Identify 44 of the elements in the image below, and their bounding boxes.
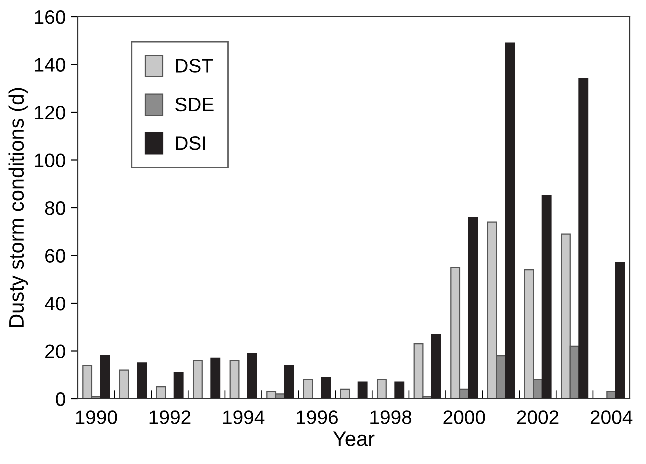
bar: [303, 379, 314, 399]
bar: [340, 388, 350, 399]
legend-label: DST: [176, 59, 214, 73]
bar: [156, 386, 166, 399]
bar: [358, 382, 368, 399]
bar: [468, 216, 478, 399]
bar: [505, 42, 516, 399]
bar: [247, 353, 258, 399]
bar: [137, 362, 148, 399]
y-tick-label: 120: [35, 106, 66, 120]
legend-label: DSI: [176, 136, 206, 150]
bar: [230, 360, 240, 399]
x-axis-title: Year: [333, 432, 375, 446]
x-tick-label: 1992: [150, 410, 191, 424]
x-tick-label: 1996: [297, 410, 338, 424]
bar: [615, 262, 626, 399]
x-tick-label: 2002: [517, 410, 559, 424]
x-tick-label: 2000: [444, 410, 486, 424]
y-tick-label: 100: [35, 154, 66, 168]
bar: [119, 370, 130, 399]
x-tick-label: 1994: [223, 410, 265, 424]
bar: [376, 379, 387, 399]
bar: [284, 365, 294, 399]
y-tick-label: 80: [45, 201, 66, 216]
bar: [210, 358, 221, 399]
y-tick-label: 40: [45, 296, 66, 311]
bar: [394, 382, 405, 399]
bar: [542, 196, 552, 399]
x-tick-label: 1990: [76, 410, 118, 424]
bar: [321, 376, 332, 399]
bar: [578, 78, 589, 399]
x-tick-label: 2004: [590, 410, 633, 424]
legend-label: SDE: [176, 98, 214, 112]
y-tick-label: 160: [35, 10, 66, 24]
y-tick-label: 60: [46, 249, 66, 263]
x-tick-label: 1998: [370, 410, 412, 424]
y-tick-label: 20: [46, 344, 66, 358]
bar: [431, 334, 442, 399]
y-tick-label: 0: [56, 392, 66, 406]
bar: [192, 360, 203, 399]
y-tick-label: 140: [35, 58, 66, 72]
bar: [100, 355, 110, 399]
y-axis-title: Dusty storm conditions (d): [8, 88, 28, 328]
bar: [174, 372, 184, 399]
